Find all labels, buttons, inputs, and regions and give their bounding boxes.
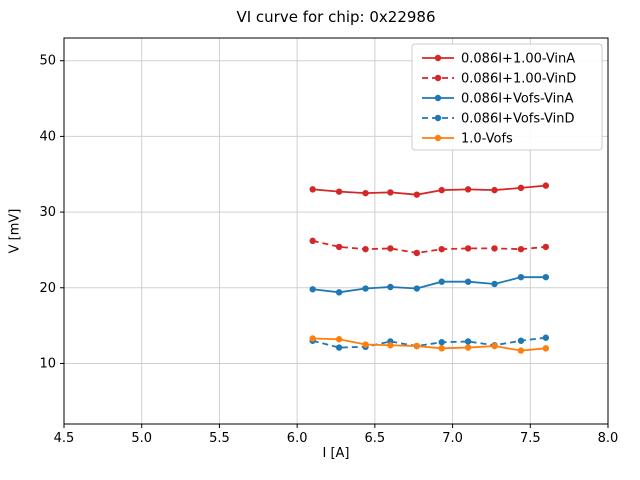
legend-sample-marker xyxy=(434,114,442,122)
data-point-marker xyxy=(387,189,394,196)
data-point-marker xyxy=(387,342,394,349)
series-line xyxy=(312,336,546,349)
legend-box xyxy=(411,43,603,151)
series-line xyxy=(312,337,546,352)
y-axis-label: V [mV] xyxy=(7,208,23,254)
data-point-marker xyxy=(438,345,445,352)
legend-label: 0.086I+Vofs-VinD xyxy=(461,112,575,127)
data-point-marker xyxy=(413,191,421,198)
y-tick-label: 10 xyxy=(39,356,56,371)
data-point-marker xyxy=(362,285,369,292)
y-tick-label: 20 xyxy=(39,281,56,296)
data-point-marker xyxy=(438,339,445,346)
data-point-marker xyxy=(542,345,550,352)
data-point-marker xyxy=(413,342,421,350)
data-point-marker xyxy=(491,342,498,350)
data-point-marker xyxy=(387,245,394,252)
data-point-marker xyxy=(491,245,498,252)
data-point-marker xyxy=(464,338,472,345)
data-point-marker xyxy=(309,186,316,193)
x-tick-label: 8.0 xyxy=(598,431,619,446)
legend-label: 0.086I+1.00-VinA xyxy=(461,52,575,67)
legend-label: 0.086I+1.00-VinD xyxy=(461,72,576,87)
data-point-marker xyxy=(362,189,369,197)
data-point-marker xyxy=(542,182,550,189)
y-tick-label: 50 xyxy=(39,54,56,69)
data-point-marker xyxy=(413,285,421,292)
data-point-marker xyxy=(517,184,525,192)
y-tick-label: 40 xyxy=(39,129,56,144)
data-point-marker xyxy=(517,347,525,354)
data-point-marker xyxy=(438,245,445,253)
data-point-marker xyxy=(438,186,445,194)
x-tick-label: 6.0 xyxy=(287,431,308,446)
data-point-marker xyxy=(309,335,316,342)
data-point-marker xyxy=(542,273,550,281)
x-tick-label: 6.5 xyxy=(365,431,386,446)
data-point-marker xyxy=(517,245,525,253)
legend-sample-marker xyxy=(434,134,442,142)
data-point-marker xyxy=(309,286,316,293)
data-point-marker xyxy=(542,334,550,341)
data-point-marker xyxy=(413,249,421,257)
data-point-marker xyxy=(362,341,369,348)
series-line xyxy=(312,276,546,294)
data-point-marker xyxy=(491,280,498,288)
chart-title: VI curve for chip: 0x22986 xyxy=(236,8,436,26)
legend-label: 1.0-Vofs xyxy=(461,132,513,147)
data-point-marker xyxy=(335,344,343,351)
axes-frame xyxy=(63,37,609,425)
legend-sample-marker xyxy=(434,54,442,62)
series-line xyxy=(312,239,546,254)
data-point-marker xyxy=(464,278,472,285)
y-tick-label: 30 xyxy=(39,205,56,220)
x-tick-label: 5.0 xyxy=(131,431,152,446)
x-tick-label: 5.5 xyxy=(209,431,230,446)
series-line xyxy=(312,184,546,196)
legend-label: 0.086I+Vofs-VinA xyxy=(461,92,574,107)
legend-sample-marker xyxy=(434,74,442,82)
data-point-marker xyxy=(335,289,343,296)
legend-sample-marker xyxy=(434,94,442,102)
data-point-marker xyxy=(517,337,525,344)
x-tick-label: 7.5 xyxy=(520,431,541,446)
data-point-marker xyxy=(438,278,445,285)
data-point-marker xyxy=(464,245,472,252)
x-tick-label: 4.5 xyxy=(54,431,75,446)
x-tick-label: 7.0 xyxy=(442,431,463,446)
data-point-marker xyxy=(464,186,472,193)
data-point-marker xyxy=(362,245,369,253)
data-point-marker xyxy=(335,243,343,251)
data-point-marker xyxy=(335,336,343,343)
data-point-marker xyxy=(517,273,525,281)
data-point-marker xyxy=(542,243,550,251)
x-axis-label: I [A] xyxy=(322,446,350,461)
data-point-marker xyxy=(387,283,394,291)
data-point-marker xyxy=(491,186,498,194)
data-point-marker xyxy=(309,237,316,245)
data-point-marker xyxy=(335,188,343,195)
data-point-marker xyxy=(464,344,472,351)
